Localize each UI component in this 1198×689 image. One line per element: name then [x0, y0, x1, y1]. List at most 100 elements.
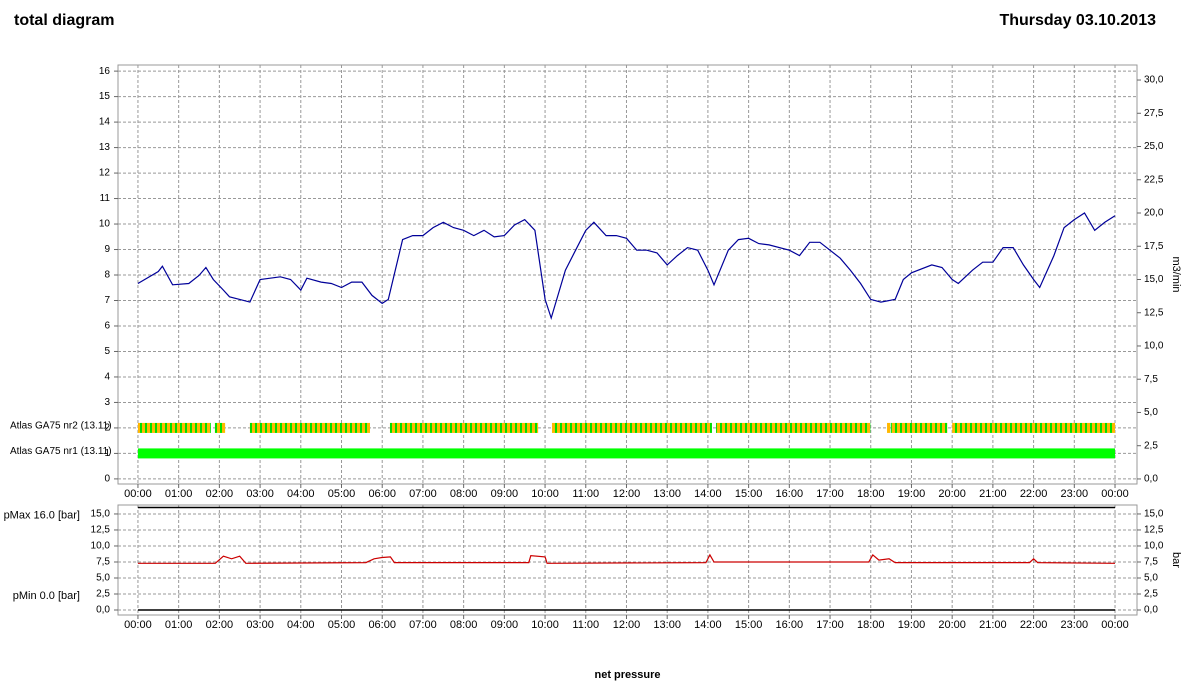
x-tick-label: 06:00	[368, 619, 396, 631]
y2-tick-label: 2,5	[1144, 440, 1158, 451]
series-line	[137, 212, 1116, 321]
x-tick-label: 08:00	[450, 488, 478, 500]
x-axis-label: net pressure	[594, 669, 660, 681]
x-tick-label: 10:00	[531, 488, 559, 500]
x-tick-label: 16:00	[776, 488, 804, 500]
x-tick-label: 00:00	[124, 488, 152, 500]
x-tick-label: 14:00	[694, 488, 722, 500]
y-tick-label: 6	[104, 321, 110, 332]
status-bar	[214, 422, 226, 433]
x-tick-label: 23:00	[1061, 488, 1089, 500]
y-tick-label: 14	[99, 117, 111, 128]
status-bar	[249, 422, 371, 433]
y-tick-label: 5,0	[96, 573, 110, 584]
y2-tick-label: 20,0	[1144, 208, 1164, 219]
x-tick-label: 17:00	[816, 488, 844, 500]
y2-tick-label: 27,5	[1144, 108, 1164, 119]
x-tick-label: 01:00	[165, 619, 193, 631]
y-tick-label: 9	[104, 244, 110, 255]
x-tick-label: 12:00	[613, 488, 641, 500]
x-tick-label: 15:00	[735, 488, 763, 500]
page-title: total diagram	[14, 12, 114, 29]
x-tick-label: 16:00	[776, 619, 804, 631]
x-tick-label: 20:00	[938, 619, 966, 631]
x-tick-label: 00:00	[1101, 619, 1129, 631]
y-tick-label: 15	[99, 91, 111, 102]
x-tick-label: 07:00	[409, 488, 437, 500]
y2-tick-label: 15,0	[1144, 274, 1164, 285]
y-tick-label: 7,5	[96, 557, 110, 568]
x-tick-label: 07:00	[409, 619, 437, 631]
plot-frame	[117, 504, 1138, 616]
y-tick-label: 10,0	[91, 541, 111, 552]
y2-tick-label: 7,5	[1144, 557, 1158, 568]
x-tick-label: 11:00	[572, 619, 599, 631]
y2-tick-label: 5,0	[1144, 573, 1158, 584]
y2-axis-label: bar	[1170, 552, 1182, 568]
status-bar	[891, 422, 948, 433]
limit-label: pMax 16.0 [bar]	[4, 509, 80, 521]
x-tick-label: 23:00	[1061, 619, 1089, 631]
x-tick-label: 14:00	[694, 619, 722, 631]
y-tick-label: 11	[100, 193, 111, 204]
y2-tick-label: 22,5	[1144, 174, 1164, 185]
y2-tick-label: 0,0	[1144, 474, 1158, 485]
x-tick-label: 11:00	[572, 488, 599, 500]
x-tick-label: 00:00	[124, 619, 152, 631]
x-tick-label: 19:00	[898, 488, 926, 500]
y2-tick-label: 10,0	[1144, 341, 1164, 352]
y-tick-label: 1	[104, 448, 110, 459]
x-tick-label: 08:00	[450, 619, 478, 631]
y-tick-label: 16	[99, 66, 111, 77]
x-tick-label: 09:00	[491, 619, 519, 631]
y-tick-label: 0	[104, 474, 110, 485]
page-date: Thursday 03.10.2013	[999, 12, 1156, 29]
status-bar	[952, 422, 1116, 433]
y-tick-label: 7	[104, 295, 110, 306]
y2-tick-label: 0,0	[1144, 605, 1158, 616]
x-tick-label: 13:00	[653, 488, 681, 500]
y2-tick-label: 12,5	[1144, 525, 1164, 536]
plot-frame	[117, 64, 1138, 485]
x-tick-label: 02:00	[206, 488, 234, 500]
x-tick-label: 00:00	[1101, 488, 1129, 500]
y-tick-label: 10	[99, 219, 111, 230]
limit-label: pMin 0.0 [bar]	[13, 590, 80, 602]
status-bar	[389, 422, 539, 433]
status-bar	[551, 422, 712, 433]
x-tick-label: 17:00	[816, 619, 844, 631]
y-tick-label: 0,0	[96, 605, 110, 616]
status-bar	[137, 448, 1116, 459]
y-tick-label: 5	[104, 346, 110, 357]
y-tick-label: 8	[104, 270, 110, 281]
x-tick-label: 04:00	[287, 488, 315, 500]
status-bar	[137, 422, 211, 433]
y-tick-label: 4	[104, 372, 110, 383]
y-tick-label: 12	[99, 168, 111, 179]
status-bar	[887, 422, 891, 433]
x-tick-label: 21:00	[979, 619, 1007, 631]
x-tick-label: 01:00	[165, 488, 193, 500]
y2-tick-label: 12,5	[1144, 307, 1164, 318]
y2-tick-label: 15,0	[1144, 509, 1164, 520]
y-tick-label: 3	[104, 397, 110, 408]
y2-tick-label: 30,0	[1144, 75, 1164, 86]
x-tick-label: 10:00	[531, 619, 559, 631]
y2-tick-label: 10,0	[1144, 541, 1164, 552]
y2-axis-label: m3/min	[1170, 256, 1182, 292]
y-tick-label: 2	[104, 423, 110, 434]
x-tick-label: 18:00	[857, 488, 885, 500]
x-tick-label: 05:00	[328, 619, 356, 631]
y-tick-label: 12,5	[91, 525, 111, 536]
x-tick-label: 20:00	[938, 488, 966, 500]
x-tick-label: 06:00	[368, 488, 396, 500]
x-tick-label: 22:00	[1020, 488, 1048, 500]
y2-tick-label: 25,0	[1144, 141, 1164, 152]
status-bar	[716, 422, 871, 433]
y-tick-label: 2,5	[96, 589, 110, 600]
y2-tick-label: 2,5	[1144, 589, 1158, 600]
row-label: Atlas GA75 nr1 (13.11)	[10, 446, 112, 457]
x-tick-label: 18:00	[857, 619, 885, 631]
x-tick-label: 12:00	[613, 619, 641, 631]
y2-tick-label: 17,5	[1144, 241, 1164, 252]
